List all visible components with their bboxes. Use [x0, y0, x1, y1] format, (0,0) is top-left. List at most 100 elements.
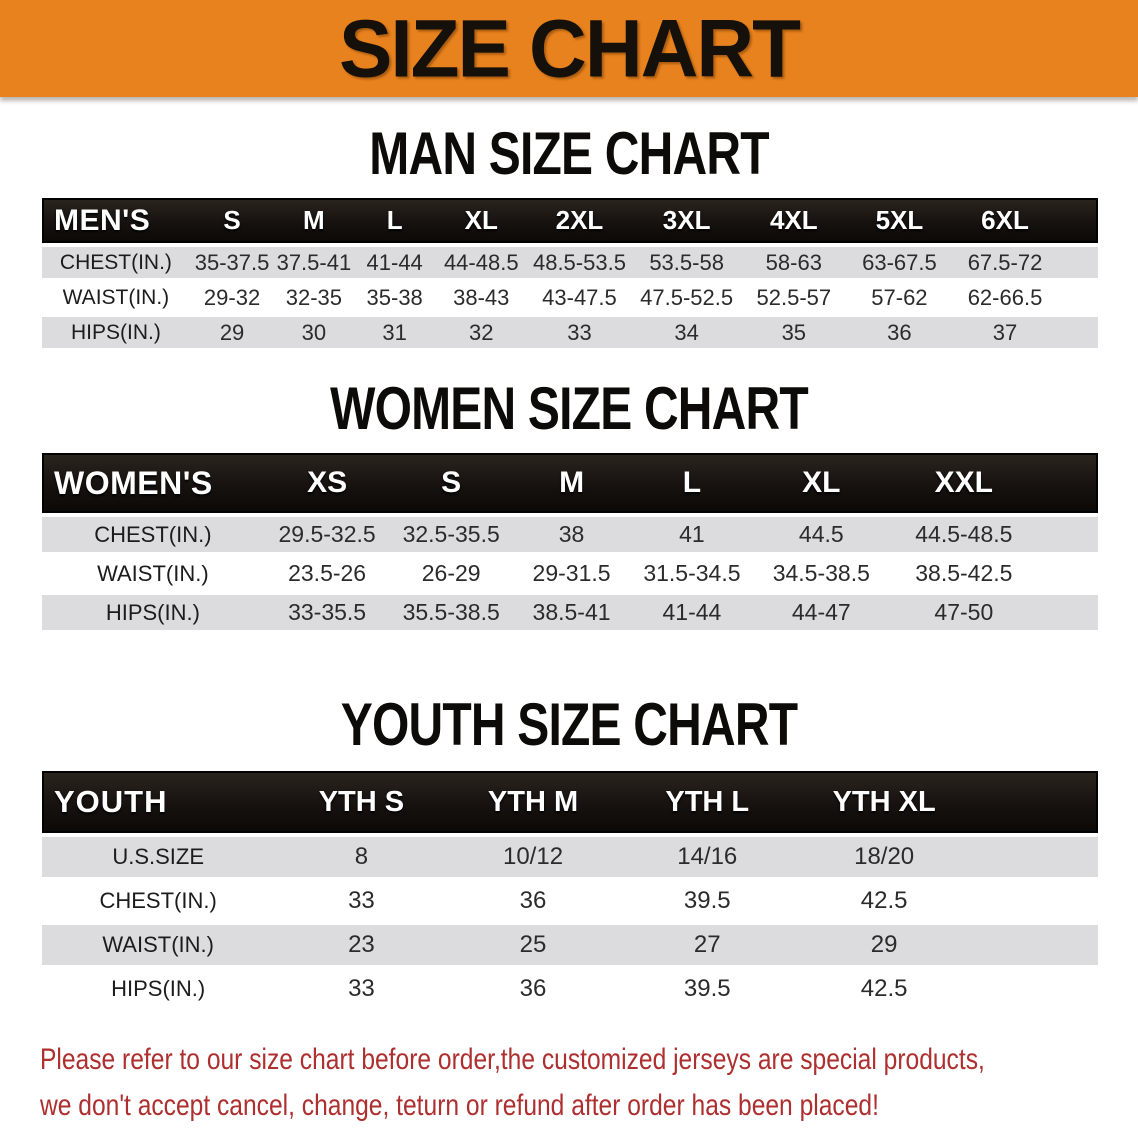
- size-value-cell: 63-67.5: [846, 247, 953, 278]
- row-label: HIPS(IN.): [42, 317, 190, 348]
- measurement-row: WAIST(IN.) 23.5-26 26-29 29-31.5 31.5-34.5 34…: [42, 556, 1098, 591]
- row-label: CHEST(IN.): [42, 517, 264, 552]
- header-filler-cell: [1057, 198, 1098, 243]
- size-value-cell: 32: [435, 317, 527, 348]
- size-value-cell: 8: [274, 837, 449, 877]
- row-label: WAIST(IN.): [42, 282, 190, 313]
- size-column-header: L: [353, 198, 436, 243]
- size-value-cell: 62-66.5: [952, 282, 1058, 313]
- measurement-row: CHEST(IN.) 35-37.5 37.5-41 41-44 44-48.5 48.5…: [42, 247, 1098, 278]
- size-value-cell: 39.5: [617, 881, 798, 921]
- size-value-cell: 32.5-35.5: [390, 517, 512, 552]
- disclaimer-line-1: Please refer to our size chart before or…: [40, 1043, 985, 1076]
- size-value-cell: 34.5-38.5: [752, 556, 890, 591]
- size-value-cell: 36: [448, 969, 618, 1009]
- row-label: CHEST(IN.): [42, 881, 275, 921]
- size-value-cell: 29.5-32.5: [263, 517, 391, 552]
- size-value-cell: 42.5: [797, 881, 972, 921]
- size-value-cell: 38-43: [435, 282, 527, 313]
- size-column-header: M: [274, 198, 354, 243]
- size-value-cell: 53.5-58: [632, 247, 742, 278]
- size-value-cell: 44.5: [752, 517, 890, 552]
- size-value-cell: 35-38: [353, 282, 436, 313]
- size-value-cell: 36: [448, 881, 618, 921]
- disclaimer: Please refer to our size chart before or…: [40, 1037, 1102, 1129]
- size-value-cell: 29-31.5: [511, 556, 632, 591]
- men-size-table: MEN'S S M L XL 2XL 3XL 4XL 5XL 6XL CHEST(IN.) 35-37…: [42, 194, 1098, 352]
- table-header-row: WOMEN'S XS S M L XL XXL: [42, 453, 1098, 513]
- women-size-chart-section: WOMEN SIZE CHART WOMEN'S XS S M L XL XXL CHEST(…: [0, 374, 1138, 634]
- size-value-cell: 33: [274, 881, 449, 921]
- size-value-cell: 27: [617, 925, 798, 965]
- table-header-row: YOUTH YTH S YTH M YTH L YTH XL: [42, 771, 1098, 833]
- size-value-cell: 41: [631, 517, 753, 552]
- size-value-cell: 23: [274, 925, 449, 965]
- size-value-cell: 23.5-26: [263, 556, 391, 591]
- measurement-row: HIPS(IN.) 29 30 31 32 33 34 35 36 37: [42, 317, 1098, 348]
- men-chart-heading: MAN SIZE CHART: [369, 120, 769, 187]
- banner: SIZE CHART: [0, 0, 1138, 97]
- row-filler-cell: [1037, 556, 1098, 591]
- measurement-row: HIPS(IN.) 33-35.5 35.5-38.5 38.5-41 41-44 44-…: [42, 595, 1098, 630]
- row-label: HIPS(IN.): [42, 969, 275, 1009]
- size-value-cell: 38.5-42.5: [889, 556, 1038, 591]
- row-filler-cell: [971, 837, 1098, 877]
- size-column-header: XL: [435, 198, 527, 243]
- size-value-cell: 67.5-72: [952, 247, 1058, 278]
- size-value-cell: 52.5-57: [741, 282, 847, 313]
- size-value-cell: 10/12: [448, 837, 618, 877]
- row-filler-cell: [1057, 282, 1098, 313]
- measurement-row: CHEST(IN.) 29.5-32.5 32.5-35.5 38 41 44.5 44.5…: [42, 517, 1098, 552]
- row-label: CHEST(IN.): [42, 247, 190, 278]
- size-value-cell: 33-35.5: [263, 595, 391, 630]
- size-value-cell: 31.5-34.5: [631, 556, 753, 591]
- row-label: U.S.SIZE: [42, 837, 275, 877]
- measurement-row: WAIST(IN.) 29-32 32-35 35-38 38-43 43-47.5 47.…: [42, 282, 1098, 313]
- size-value-cell: 32-35: [274, 282, 354, 313]
- size-column-header: YTH XL: [797, 771, 972, 833]
- size-value-cell: 37: [952, 317, 1058, 348]
- size-value-cell: 47.5-52.5: [632, 282, 742, 313]
- size-value-cell: 29-32: [189, 282, 275, 313]
- size-value-cell: 39.5: [617, 969, 798, 1009]
- disclaimer-line-2: we don't accept cancel, change, teturn o…: [40, 1089, 879, 1122]
- size-value-cell: 58-63: [741, 247, 847, 278]
- measurement-row: CHEST(IN.) 33 36 39.5 42.5: [42, 881, 1098, 921]
- size-column-header: L: [631, 453, 753, 513]
- size-value-cell: 36: [846, 317, 953, 348]
- size-column-header: S: [189, 198, 275, 243]
- measurement-row: U.S.SIZE 8 10/12 14/16 18/20: [42, 837, 1098, 877]
- row-filler-cell: [1037, 595, 1098, 630]
- size-value-cell: 57-62: [846, 282, 953, 313]
- measurement-row: WAIST(IN.) 23 25 27 29: [42, 925, 1098, 965]
- size-column-header: 3XL: [632, 198, 742, 243]
- table-corner-label: MEN'S: [42, 198, 190, 243]
- size-value-cell: 41-44: [353, 247, 436, 278]
- size-value-cell: 25: [448, 925, 618, 965]
- table-corner-label: YOUTH: [42, 771, 275, 833]
- size-value-cell: 44-47: [752, 595, 890, 630]
- size-value-cell: 43-47.5: [526, 282, 633, 313]
- size-column-header: 5XL: [846, 198, 953, 243]
- size-value-cell: 34: [632, 317, 742, 348]
- row-filler-cell: [971, 925, 1098, 965]
- row-filler-cell: [1057, 317, 1098, 348]
- size-value-cell: 26-29: [390, 556, 512, 591]
- youth-size-chart-section: YOUTH SIZE CHART YOUTH YTH S YTH M YTH L YTH…: [0, 690, 1138, 1013]
- size-value-cell: 33: [274, 969, 449, 1009]
- row-label: HIPS(IN.): [42, 595, 264, 630]
- size-value-cell: 35.5-38.5: [390, 595, 512, 630]
- size-value-cell: 41-44: [631, 595, 753, 630]
- size-column-header: 4XL: [741, 198, 847, 243]
- row-label: WAIST(IN.): [42, 925, 275, 965]
- size-column-header: XL: [752, 453, 890, 513]
- size-column-header: YTH M: [448, 771, 618, 833]
- size-value-cell: 33: [526, 317, 633, 348]
- size-value-cell: 48.5-53.5: [526, 247, 633, 278]
- table-corner-label: WOMEN'S: [42, 453, 264, 513]
- size-value-cell: 35-37.5: [189, 247, 275, 278]
- measurement-row: HIPS(IN.) 33 36 39.5 42.5: [42, 969, 1098, 1009]
- youth-chart-heading: YOUTH SIZE CHART: [340, 691, 798, 758]
- size-value-cell: 35: [741, 317, 847, 348]
- size-value-cell: 44-48.5: [435, 247, 527, 278]
